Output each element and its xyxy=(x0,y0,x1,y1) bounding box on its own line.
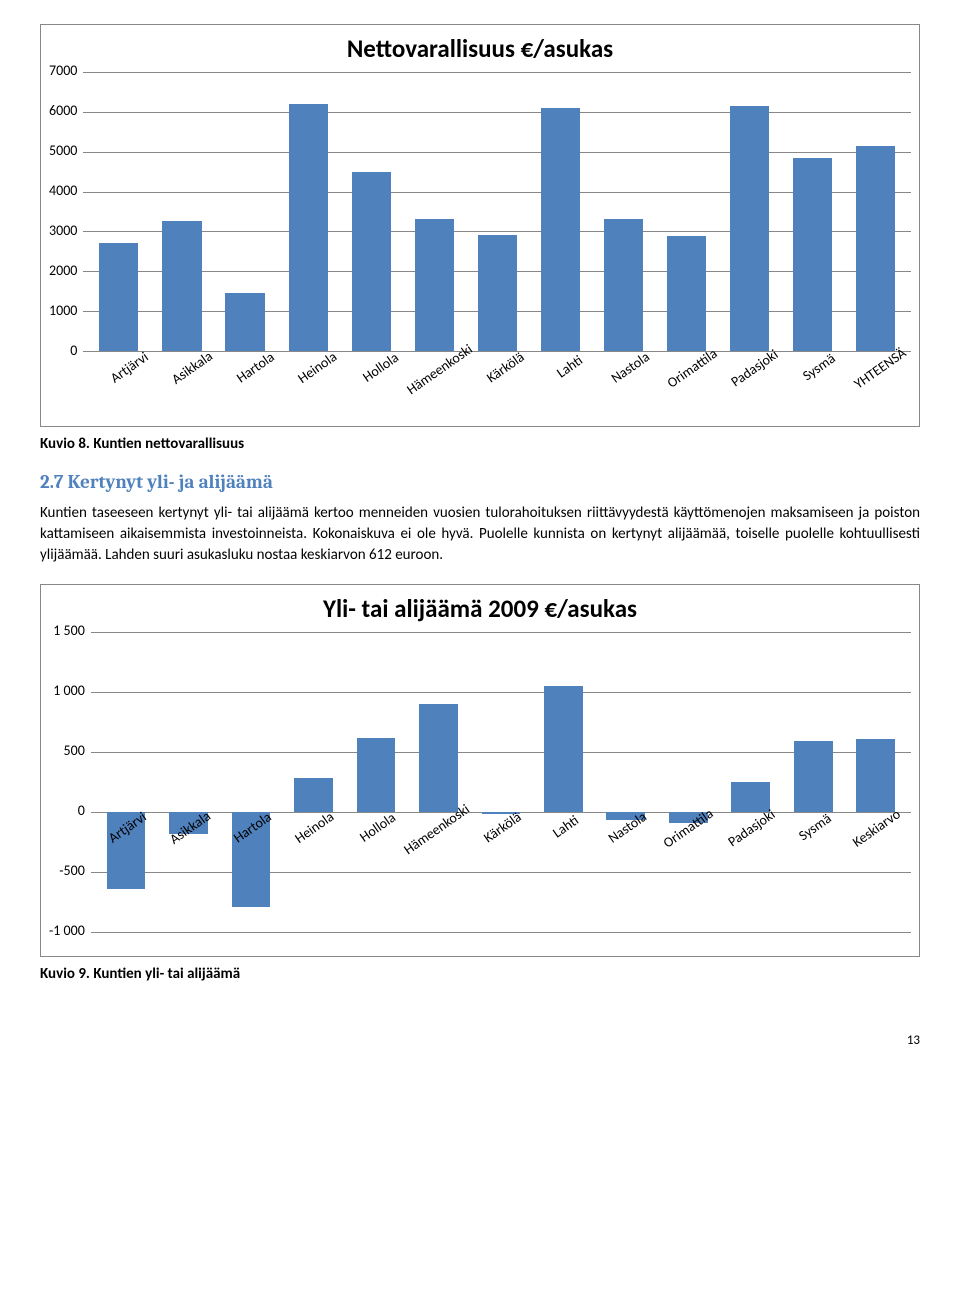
chart2-bar xyxy=(544,686,583,812)
chart2-xlabel: Keskiarvo xyxy=(849,806,903,851)
chart2-xlabel: Hollola xyxy=(356,809,398,846)
page-number: 13 xyxy=(0,1025,960,1068)
caption-kuvio9: Kuvio 9. Kuntien yli- tai alijäämä xyxy=(40,965,920,983)
chart1-bar xyxy=(793,158,832,351)
chart-nettovarallisuus: Nettovarallisuus €/asukas 70006000500040… xyxy=(40,24,920,427)
chart2-x-axis: ArtjärviAsikkalaHartolaHeinolaHollolaHäm… xyxy=(91,812,911,900)
chart1-xlabel: Nastola xyxy=(608,348,653,387)
chart1-xlabel: Heinola xyxy=(295,348,340,387)
chart1-xlabel: Lahti xyxy=(553,352,585,382)
chart1-bar xyxy=(541,108,580,351)
chart1-xlabel: Artjärvi xyxy=(108,348,152,386)
chart1-xlabel: Asikkala xyxy=(168,347,215,387)
chart2-xlabel: Lahti xyxy=(550,812,582,842)
chart-yli-alijaama: Yli- tai alijäämä 2009 €/asukas 1 5001 0… xyxy=(40,584,920,957)
chart1-xlabel: Padasjoki xyxy=(728,346,782,391)
section-heading: 2.7 Kertynyt yli- ja alijäämä xyxy=(40,471,920,493)
chart1-xlabel: Orimattila xyxy=(664,345,720,392)
chart1-bar xyxy=(289,104,328,351)
chart2-plot: ArtjärviAsikkalaHartolaHeinolaHollolaHäm… xyxy=(91,632,911,932)
chart2-bar xyxy=(419,704,458,812)
body-paragraph: Kuntien taseeseen kertynyt yli- tai alij… xyxy=(40,503,920,566)
chart2-xlabel: Asikkala xyxy=(166,807,213,847)
chart1-bar xyxy=(415,219,454,351)
chart1-plot xyxy=(83,72,911,352)
chart1-xlabel: Hollola xyxy=(359,349,401,386)
caption-kuvio8: Kuvio 8. Kuntien nettovarallisuus xyxy=(40,435,920,453)
chart2-title: Yli- tai alijäämä 2009 €/asukas xyxy=(49,593,911,624)
chart1-x-axis: ArtjärviAsikkalaHartolaHeinolaHollolaHäm… xyxy=(49,352,911,424)
chart2-xlabel: Orimattila xyxy=(660,805,716,852)
chart2-y-axis: 1 5001 0005000-500-1 000 xyxy=(49,632,91,932)
chart1-bar xyxy=(162,221,201,351)
chart2-xlabel: Heinola xyxy=(292,808,337,847)
chart1-bar xyxy=(225,293,264,351)
chart2-xlabel: Hartola xyxy=(230,808,274,846)
chart1-y-axis: 70006000500040003000200010000 xyxy=(49,72,83,352)
chart1-bar xyxy=(667,236,706,351)
chart2-xlabel: Nastola xyxy=(605,808,650,847)
chart1-xlabel: YHTEENSÄ xyxy=(850,344,909,392)
chart1-bar xyxy=(478,235,517,351)
chart1-bar xyxy=(99,243,138,351)
chart2-xlabel: Artjärvi xyxy=(105,808,149,846)
chart1-bar xyxy=(856,146,895,351)
chart2-xlabel: Sysmä xyxy=(796,810,835,844)
chart2-xlabel: Kärkölä xyxy=(480,808,524,846)
chart1-xlabel: Kärkölä xyxy=(483,348,527,386)
chart1-title: Nettovarallisuus €/asukas xyxy=(49,33,911,64)
chart2-bar xyxy=(856,739,895,812)
chart1-bar xyxy=(730,106,769,351)
chart1-bar xyxy=(604,219,643,351)
chart2-xlabel: Padasjoki xyxy=(724,806,778,851)
chart2-bar xyxy=(357,738,396,812)
chart1-bar xyxy=(352,172,391,351)
chart1-xlabel: Hartola xyxy=(233,348,277,386)
chart2-bar xyxy=(794,741,833,812)
chart1-xlabel: Sysmä xyxy=(799,350,838,384)
